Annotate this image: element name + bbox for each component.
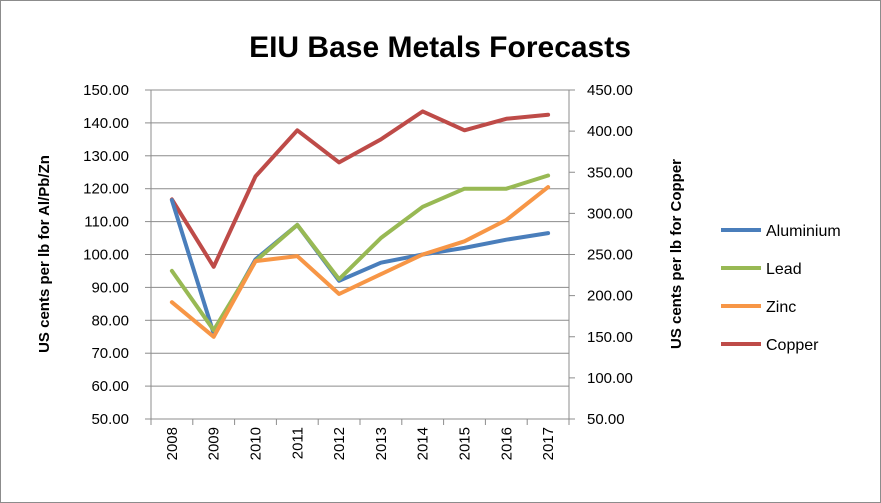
x-tick-label: 2013	[373, 427, 390, 460]
right-tick-label: 50.00	[587, 411, 625, 428]
left-tick-label: 120.00	[83, 181, 129, 198]
left-tick-label: 130.00	[83, 148, 129, 165]
x-tick-label: 2017	[540, 427, 557, 460]
left-tick-label: 110.00	[84, 214, 129, 231]
chart-title: EIU Base Metals Forecasts	[249, 31, 631, 64]
right-tick-label: 200.00	[587, 288, 633, 305]
right-tick-label: 250.00	[587, 247, 633, 264]
left-tick-label: 100.00	[83, 247, 129, 264]
right-axis-ticks: 50.00 100.00 150.00 200.00 250.00 300.00 350.0…	[569, 82, 633, 428]
left-axis-ticks: 50.00 60.00 70.00 80.00 90.00 100.00 110.00 120…	[83, 82, 151, 428]
x-tick-label: 2011	[289, 427, 306, 459]
right-axis-title: US cents per lb for Copper	[668, 159, 685, 349]
right-tick-label: 450.00	[587, 82, 633, 99]
x-tick-label: 2015	[457, 427, 474, 460]
left-axis-title: US cents per lb for Al/Pb/Zn	[36, 155, 53, 353]
series-line-zinc	[169, 185, 551, 339]
legend-label-lead: Lead	[766, 261, 802, 278]
left-tick-label: 60.00	[91, 378, 129, 395]
left-tick-label: 70.00	[91, 345, 129, 362]
right-tick-label: 300.00	[587, 205, 633, 222]
left-tick-label: 150.00	[83, 82, 129, 99]
x-tick-label: 2009	[206, 427, 223, 460]
series-lines	[169, 109, 551, 339]
x-tick-label: 2014	[415, 427, 432, 460]
x-axis-ticks: 2008 2009 2010 2011 2012 2013 2014 2015 2016 2017	[150, 419, 570, 460]
left-tick-label: 80.00	[91, 312, 129, 329]
gridlines	[151, 89, 569, 420]
right-tick-label: 400.00	[587, 123, 633, 140]
x-tick-label: 2008	[164, 427, 181, 460]
x-tick-label: 2016	[498, 427, 515, 460]
legend-label-aluminium: Aluminium	[766, 223, 841, 240]
left-tick-label: 140.00	[83, 115, 129, 132]
x-tick-label: 2010	[248, 427, 265, 460]
legend: Aluminium Lead Zinc Copper	[721, 223, 841, 354]
left-tick-label: 90.00	[91, 279, 129, 296]
series-line-copper	[169, 109, 551, 269]
right-tick-label: 350.00	[587, 164, 633, 181]
legend-label-copper: Copper	[766, 337, 819, 354]
legend-label-zinc: Zinc	[766, 299, 796, 316]
right-tick-label: 100.00	[587, 370, 633, 387]
x-tick-label: 2012	[331, 427, 348, 460]
left-tick-label: 50.00	[91, 411, 129, 428]
right-tick-label: 150.00	[587, 329, 633, 346]
